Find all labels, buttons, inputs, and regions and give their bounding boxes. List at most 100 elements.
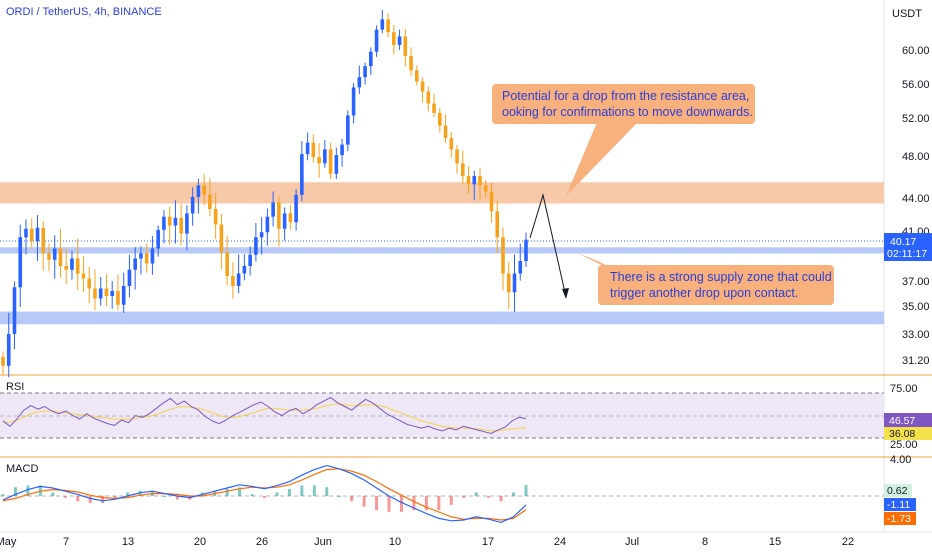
candle-body	[24, 228, 28, 238]
price-axis: 60.0056.0052.0048.0044.0041.0037.0035.00…	[902, 45, 930, 367]
price-tick-9: 31.20	[902, 355, 930, 367]
candle-body	[98, 288, 103, 299]
candle-body	[116, 291, 120, 305]
macd-histogram-bar	[412, 496, 416, 511]
candle-body	[495, 211, 500, 238]
candle-body	[397, 36, 402, 45]
candle-body	[346, 115, 350, 145]
candle-body	[483, 185, 488, 192]
time-tick-6: 10	[389, 536, 401, 548]
supply-callout	[598, 265, 834, 305]
rsi-level-75: 75.00	[890, 383, 918, 395]
candle-body	[133, 258, 137, 270]
candle-body	[202, 185, 206, 195]
time-axis: May 7 13 20 26 Jun 10 17 24 Jul 8 15 22	[0, 536, 854, 548]
macd-histogram-bar	[63, 496, 67, 498]
candle-body	[351, 87, 356, 116]
macd-pane-title: MACD	[6, 463, 38, 475]
candle-body	[449, 137, 454, 150]
candle-body	[334, 155, 339, 174]
macd-histogram-bar	[13, 487, 17, 496]
macd-histogram-bar	[88, 496, 92, 504]
macd-histogram-bar	[76, 496, 80, 502]
macd-histogram-bar	[449, 496, 453, 505]
macd-hist-value: 0.62	[887, 485, 908, 497]
candle-body	[110, 291, 114, 296]
candle-body	[259, 232, 264, 238]
candle-body	[317, 157, 321, 164]
macd-histogram-bar	[487, 496, 491, 498]
candle-body	[29, 228, 34, 241]
price-tick-7: 35.00	[902, 301, 930, 313]
candle-body	[506, 273, 511, 293]
time-tick-2: 13	[122, 536, 134, 548]
candle-body	[524, 239, 528, 261]
macd-histogram-bar	[113, 496, 117, 498]
time-tick-8: 24	[554, 536, 566, 548]
macd-signal-value: -1.73	[887, 513, 911, 525]
currency-label: USDT	[892, 8, 922, 20]
projection-path	[529, 193, 567, 298]
macd-histogram-bar	[499, 496, 503, 502]
candle-body	[156, 229, 160, 249]
resistance-callout-line-2: ooking for confirmations to move downwar…	[502, 105, 753, 119]
macd-histogram-bar	[287, 488, 291, 496]
candle-body	[6, 334, 11, 366]
candle-body	[242, 266, 247, 274]
price-tick-3: 48.00	[902, 151, 930, 163]
rsi-pane-title: RSI	[6, 381, 24, 393]
macd-histogram-bar	[474, 492, 478, 496]
candlestick-series	[1, 9, 528, 378]
macd-histogram-bar	[101, 496, 105, 504]
macd-histogram-bar	[238, 487, 242, 496]
macd-histogram-bar	[225, 488, 229, 496]
candle-body	[357, 77, 362, 88]
resistance-zone	[0, 182, 884, 204]
symbol-title: ORDI / TetherUS, 4h, BINANCE	[6, 6, 162, 18]
macd-signal-line	[2, 468, 527, 521]
candle-body	[512, 273, 517, 293]
candle-body	[460, 163, 465, 176]
rsi-value-badge	[884, 413, 932, 427]
macd-histogram-bar	[462, 496, 466, 498]
macd-histogram-bar	[362, 496, 366, 507]
macd-histogram-bar	[300, 485, 304, 496]
macd-histogram-bar	[1, 494, 5, 496]
candle-body	[93, 288, 97, 299]
candle-body	[179, 217, 183, 234]
candle-body	[104, 288, 109, 296]
candle-body	[277, 202, 281, 229]
resistance-callout	[492, 84, 755, 124]
candle-body	[121, 286, 126, 305]
time-tick-3: 20	[194, 536, 206, 548]
macd-histogram-bar	[437, 496, 441, 511]
candle-body	[190, 196, 195, 214]
candle-body	[254, 237, 258, 255]
candle-body	[369, 51, 373, 67]
price-tick-2: 52.00	[902, 113, 930, 125]
price-tick-1: 56.00	[902, 79, 930, 91]
candle-body	[173, 217, 178, 226]
time-tick-5: Jun	[314, 536, 332, 548]
macd-line	[2, 464, 527, 524]
candle-body	[12, 287, 17, 334]
macd-histogram-bar	[250, 494, 254, 496]
candle-body	[374, 29, 379, 52]
candle-body	[437, 112, 442, 126]
candle-body	[403, 36, 408, 56]
rsi-level-25: 25.00	[890, 439, 918, 451]
supply-callout-line-2: trigger another drop upon contact.	[610, 286, 798, 300]
candle-body	[167, 216, 172, 226]
time-tick-12: 22	[842, 536, 854, 548]
candle-body	[443, 125, 448, 138]
macd-histogram-bar	[512, 492, 516, 496]
macd-histogram-bar	[163, 496, 167, 497]
macd-histogram-bar	[312, 485, 316, 496]
macd-line-value: -1.11	[887, 499, 910, 511]
time-tick-7: 17	[482, 536, 494, 548]
candle-body	[127, 269, 132, 286]
time-tick-4: 26	[256, 536, 268, 548]
rsi-ma-value: 36.08	[889, 428, 915, 440]
